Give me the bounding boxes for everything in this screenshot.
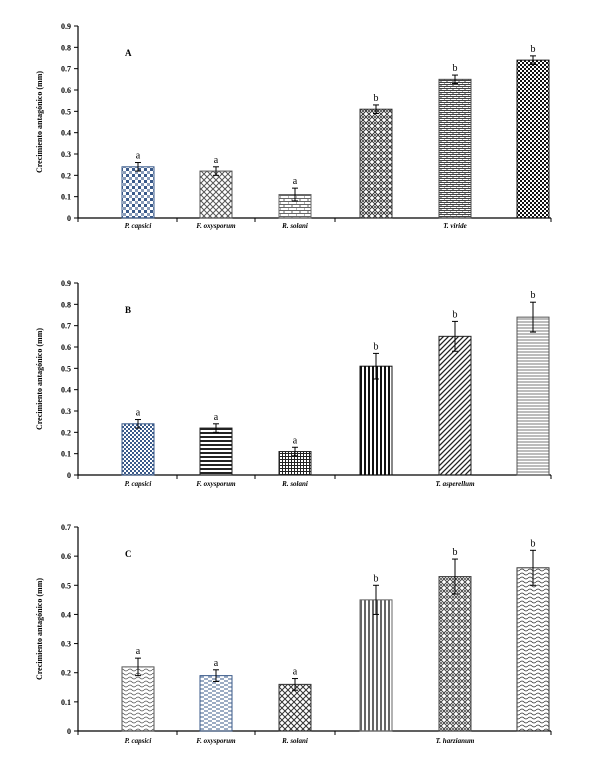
y-tick-label: 0.6 [61, 552, 71, 561]
panel-label: B [125, 305, 131, 315]
y-tick-label: 0.7 [61, 322, 71, 331]
bar [359, 108, 393, 219]
bar [438, 576, 472, 732]
x-category-label: R. solani [281, 737, 308, 745]
y-tick-label: 0.2 [61, 171, 71, 180]
y-tick-label: 0.9 [61, 279, 71, 288]
y-axis-label: Crecimiento antagónico (mm) [35, 578, 44, 680]
significance-label: a [293, 667, 298, 678]
y-tick-label: 0.4 [61, 386, 71, 395]
x-category-label: P. capsici [125, 480, 152, 488]
x-category-label: F. oxysporum [196, 222, 236, 230]
y-tick-label: 0 [67, 214, 71, 223]
y-tick-label: 0.9 [61, 22, 71, 31]
x-category-label: T. harzianum [436, 737, 475, 745]
x-category-label: P. capsici [125, 737, 152, 745]
significance-label: b [531, 290, 536, 301]
y-tick-label: 0.6 [61, 343, 71, 352]
y-tick-label: 0.5 [61, 107, 71, 116]
x-category-label: R. solani [281, 222, 308, 230]
significance-label: b [374, 573, 379, 584]
bar [438, 78, 472, 219]
y-axis-label: Crecimiento antagónico (mm) [35, 71, 44, 173]
y-tick-label: 0.3 [61, 640, 71, 649]
y-tick-label: 0.2 [61, 669, 71, 678]
y-tick-label: 0.1 [61, 193, 71, 202]
y-tick-label: 0.2 [61, 428, 71, 437]
x-category-label: T. asperellum [435, 480, 475, 488]
significance-label: a [136, 646, 141, 657]
bar [516, 59, 550, 219]
y-tick-label: 0.7 [61, 65, 71, 74]
x-category-label: F. oxysporum [196, 737, 236, 745]
significance-label: b [531, 538, 536, 549]
y-tick-label: 0.1 [61, 450, 71, 459]
significance-label: a [214, 412, 219, 423]
panel-label: C [125, 549, 132, 559]
bar [278, 683, 312, 732]
bar [199, 675, 233, 732]
y-tick-label: 0.4 [61, 129, 71, 138]
y-tick-label: 0.5 [61, 581, 71, 590]
y-tick-label: 0 [67, 727, 71, 736]
bar [516, 316, 550, 476]
significance-label: b [374, 341, 379, 352]
significance-label: a [293, 435, 298, 446]
y-axis-label: Crecimiento antagónico (mm) [35, 328, 44, 430]
x-category-label: T. viride [443, 222, 466, 230]
x-category-label: R. solani [281, 480, 308, 488]
significance-label: a [293, 176, 298, 187]
bar [516, 567, 550, 732]
chart-panel-a: 0 0.1 0.2 0.3 0.4 0.5 0.6 0.7 0.8 0.9 Crecimiento … [35, 22, 552, 230]
significance-label: a [136, 408, 141, 419]
y-tick-label: 0.8 [61, 43, 71, 52]
significance-label: b [453, 309, 458, 320]
significance-label: b [453, 547, 458, 558]
significance-label: a [214, 155, 219, 166]
bar [121, 666, 155, 732]
bar [121, 423, 155, 476]
chart-panel-b: 0 0.1 0.2 0.3 0.4 0.5 0.6 0.7 0.8 0.9 Crecimiento … [35, 279, 552, 488]
significance-label: b [374, 93, 379, 104]
x-category-label: P. capsici [125, 222, 152, 230]
y-tick-label: 0.5 [61, 364, 71, 373]
significance-label: b [531, 44, 536, 55]
y-tick-label: 0.3 [61, 407, 71, 416]
y-tick-label: 0 [67, 471, 71, 480]
significance-label: b [453, 63, 458, 74]
bar [359, 365, 393, 476]
x-category-label: F. oxysporum [196, 480, 236, 488]
chart-panel-c: 0 0.1 0.2 0.3 0.4 0.5 0.6 0.7 Crecimiento antagó… [35, 523, 552, 745]
bar [359, 599, 393, 732]
bar [121, 166, 155, 219]
y-tick-label: 0.4 [61, 610, 71, 619]
significance-label: a [214, 658, 219, 669]
y-tick-label: 0.3 [61, 150, 71, 159]
y-tick-label: 0.7 [61, 523, 71, 532]
bar [199, 427, 233, 476]
significance-label: a [136, 151, 141, 162]
bar [199, 170, 233, 219]
y-tick-label: 0.6 [61, 86, 71, 95]
y-tick-label: 0.1 [61, 698, 71, 707]
y-tick-label: 0.8 [61, 300, 71, 309]
panel-label: A [125, 48, 132, 58]
bar [438, 335, 472, 476]
